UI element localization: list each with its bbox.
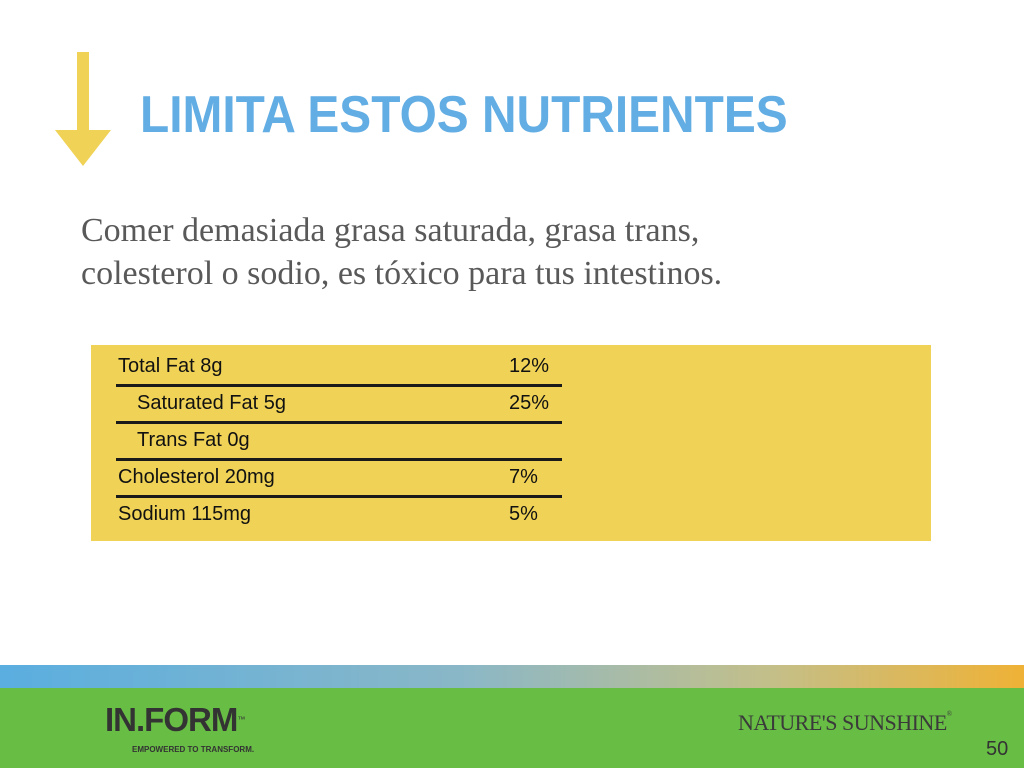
nutrition-row-cholesterol: Cholesterol 20mg 7% [116, 461, 562, 498]
natures-sunshine-trademark: ® [946, 710, 953, 718]
nutrition-row-saturated-fat: Saturated Fat 5g 25% [116, 387, 562, 424]
nutrition-value: 7% [509, 466, 538, 488]
inform-tagline: EMPOWERED TO TRANSFORM. [132, 745, 255, 754]
inform-trademark: ™ [237, 715, 246, 724]
nutrition-label: Sodium 115mg [118, 503, 252, 525]
nutrition-table: Total Fat 8g 12% Saturated Fat 5g 25% Tr… [116, 350, 562, 532]
down-arrow-icon [55, 52, 111, 166]
nutrition-value: 25% [509, 392, 550, 414]
inform-logo-text: IN.FORM [105, 701, 238, 738]
body-text: Comer demasiada grasa saturada, grasa tr… [81, 209, 961, 295]
nutrition-label: Cholesterol 20mg [118, 466, 275, 488]
nutrition-value: 12% [509, 355, 550, 377]
slide-title: LIMITA ESTOS NUTRIENTES [140, 86, 788, 144]
body-line-2: colesterol o sodio, es tóxico para tus i… [81, 255, 723, 292]
nutrition-label: Trans Fat 0g [137, 429, 250, 451]
page-number: 50 [986, 738, 1009, 760]
nutrition-row-trans-fat: Trans Fat 0g [116, 424, 562, 461]
body-line-1: Comer demasiada grasa saturada, grasa tr… [81, 212, 700, 249]
natures-sunshine-logo: NATURE'S SUNSHINE® [738, 710, 952, 736]
nutrition-row-total-fat: Total Fat 8g 12% [116, 350, 562, 387]
nutrition-row-sodium: Sodium 115mg 5% [116, 498, 562, 532]
footer-bar: IN.FORM™ EMPOWERED TO TRANSFORM. NATURE'… [0, 688, 1024, 768]
nutrition-value: 5% [509, 503, 538, 525]
nutrition-panel: Total Fat 8g 12% Saturated Fat 5g 25% Tr… [91, 345, 931, 541]
nutrition-label: Total Fat 8g [118, 355, 223, 377]
nutrition-label: Saturated Fat 5g [137, 392, 286, 414]
inform-logo: IN.FORM™ [105, 702, 245, 738]
natures-sunshine-text: NATURE'S SUNSHINE [738, 710, 947, 735]
footer-gradient-stripe [0, 665, 1024, 688]
